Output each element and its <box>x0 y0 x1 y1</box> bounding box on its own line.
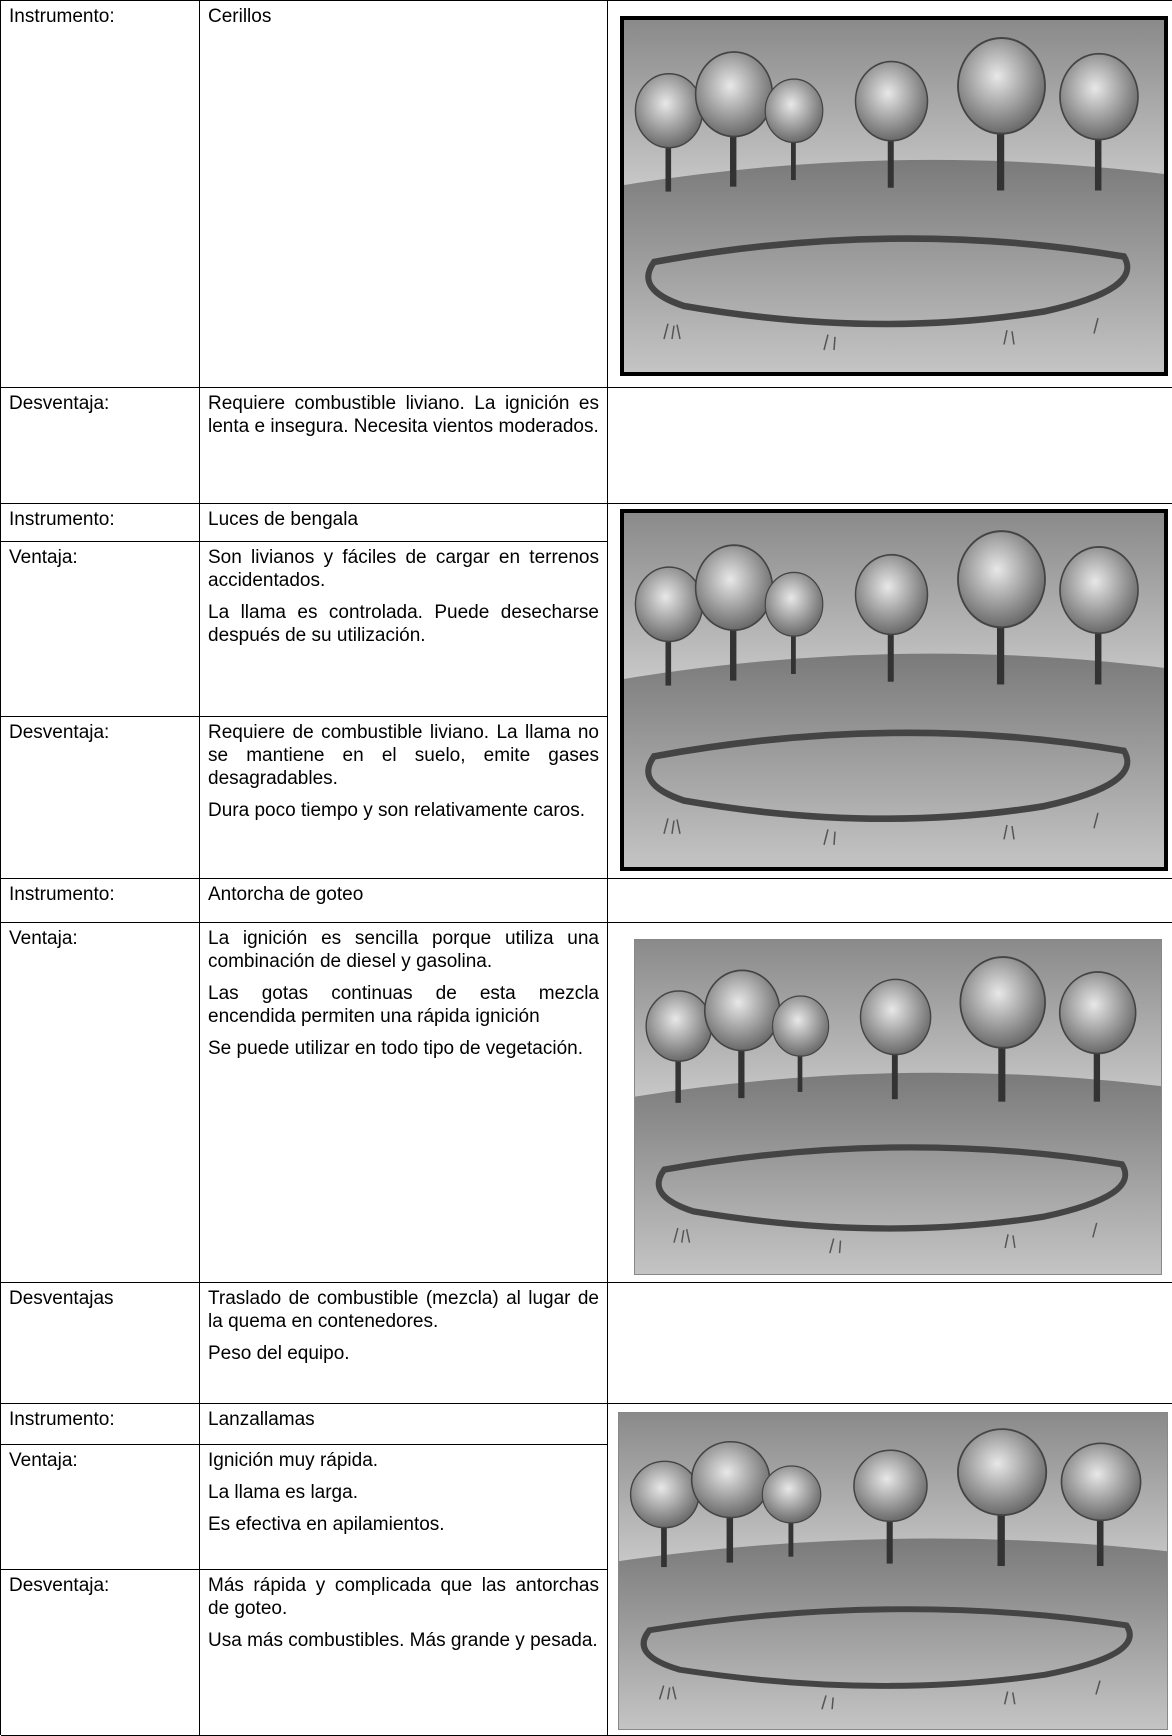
row-text: Requiere combustible liviano. La ignició… <box>200 388 608 504</box>
illustration <box>634 939 1162 1275</box>
paragraph: Se puede utilizar en todo tipo de vegeta… <box>208 1038 583 1059</box>
drip-torch-scene <box>635 940 1161 1274</box>
label-text: Ventaja: <box>9 1450 78 1471</box>
label-text: Desventajas <box>9 1288 114 1309</box>
row-label: Instrumento: <box>1 504 200 542</box>
label-text: Desventaja: <box>9 722 110 743</box>
paragraph: Son livianos y fáciles de cargar en terr… <box>208 547 599 591</box>
label-text: Desventaja: <box>9 393 110 414</box>
row-label: Desventaja: <box>1 388 200 504</box>
paragraph: Traslado de combustible (mezcla) al luga… <box>208 1288 599 1332</box>
empty-cell <box>608 879 1172 923</box>
flares-scene <box>624 513 1164 867</box>
row-text: Luces de bengala <box>200 504 608 542</box>
row-text: Ignición muy rápida. La llama es larga. Es… <box>200 1445 608 1570</box>
paragraph: Ignición muy rápida. <box>208 1450 379 1471</box>
label-text: Instrumento: <box>9 884 115 905</box>
row-label: Desventajas <box>1 1283 200 1404</box>
label-text: Ventaja: <box>9 928 78 949</box>
paragraph: Cerillos <box>208 6 272 27</box>
row-text: La ignición es sencilla porque utiliza u… <box>200 923 608 1283</box>
paragraph: La llama es larga. <box>208 1482 358 1503</box>
row-label: Ventaja: <box>1 542 200 717</box>
empty-cell <box>608 388 1172 504</box>
illustration <box>620 509 1168 871</box>
paragraph: Dura poco tiempo y son relativamente car… <box>208 800 586 821</box>
label-text: Instrumento: <box>9 6 115 27</box>
row-label: Ventaja: <box>1 923 200 1283</box>
row-label: Instrumento: <box>1 879 200 923</box>
paragraph: Las gotas continuas de esta mezcla encen… <box>208 983 599 1027</box>
paragraph: Más rápida y complicada que las antorcha… <box>208 1575 599 1619</box>
flamethrower-scene <box>619 1413 1167 1729</box>
illustration <box>620 16 1168 376</box>
label-text: Instrumento: <box>9 1409 115 1430</box>
paragraph: Requiere de combustible liviano. La llam… <box>208 722 599 789</box>
row-text: Antorcha de goteo <box>200 879 608 923</box>
matches-scene <box>624 20 1164 372</box>
paragraph: Luces de bengala <box>208 509 359 530</box>
row-label: Desventaja: <box>1 717 200 879</box>
image-cell <box>608 923 1172 1283</box>
row-text: Requiere de combustible liviano. La llam… <box>200 717 608 879</box>
row-label: Desventaja: <box>1 1570 200 1736</box>
row-text: Traslado de combustible (mezcla) al luga… <box>200 1283 608 1404</box>
row-text: Cerillos <box>200 1 608 388</box>
row-text: Más rápida y complicada que las antorcha… <box>200 1570 608 1736</box>
image-cell <box>608 1 1172 388</box>
label-text: Ventaja: <box>9 547 78 568</box>
paragraph: La ignición es sencilla porque utiliza u… <box>208 928 599 972</box>
image-cell <box>608 1404 1172 1736</box>
row-label: Instrumento: <box>1 1 200 388</box>
row-label: Instrumento: <box>1 1404 200 1445</box>
row-text: Lanzallamas <box>200 1404 608 1445</box>
row-text: Son livianos y fáciles de cargar en terr… <box>200 542 608 717</box>
paragraph: Lanzallamas <box>208 1409 315 1430</box>
paragraph: La llama es controlada. Puede desecharse… <box>208 602 599 646</box>
paragraph: Es efectiva en apilamientos. <box>208 1514 445 1535</box>
empty-cell <box>608 1283 1172 1404</box>
label-text: Instrumento: <box>9 509 115 530</box>
paragraph: Requiere combustible liviano. La ignició… <box>208 393 599 437</box>
paragraph: Usa más combustibles. Más grande y pesad… <box>208 1630 598 1651</box>
paragraph: Antorcha de goteo <box>208 884 364 905</box>
illustration <box>618 1412 1168 1730</box>
row-label: Ventaja: <box>1 1445 200 1570</box>
paragraph: Peso del equipo. <box>208 1343 350 1364</box>
image-cell <box>608 504 1172 879</box>
label-text: Desventaja: <box>9 1575 110 1596</box>
